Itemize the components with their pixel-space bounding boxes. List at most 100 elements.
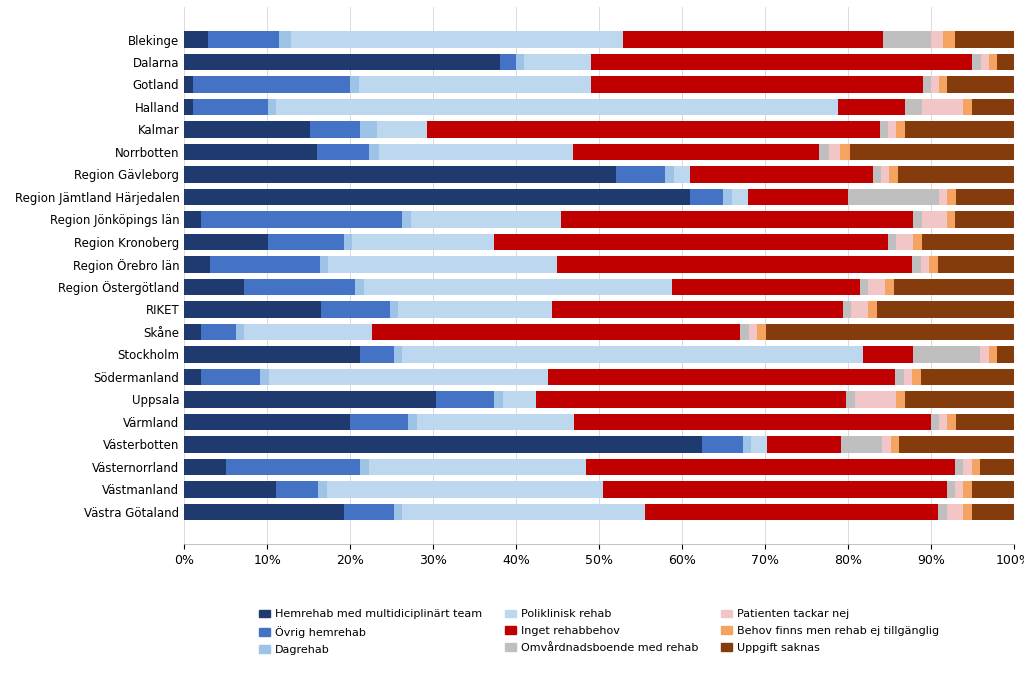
Bar — [973, 54, 981, 70]
Bar — [886, 279, 894, 295]
Bar — [905, 392, 1014, 408]
Bar — [394, 504, 402, 520]
Bar — [947, 504, 964, 520]
Bar — [997, 54, 1014, 70]
Bar — [838, 99, 905, 115]
Bar — [964, 504, 972, 520]
Bar — [868, 279, 886, 295]
Bar — [880, 121, 888, 138]
Bar — [884, 31, 931, 47]
Bar — [427, 121, 880, 138]
Bar — [672, 279, 860, 295]
Bar — [896, 234, 913, 250]
Bar — [846, 392, 855, 408]
Bar — [947, 189, 955, 205]
Bar — [184, 324, 202, 340]
Bar — [921, 369, 1014, 385]
Bar — [888, 121, 896, 138]
Bar — [947, 414, 955, 430]
Bar — [923, 76, 931, 93]
Bar — [184, 482, 276, 498]
Bar — [548, 369, 895, 385]
Bar — [184, 211, 201, 228]
Bar — [516, 54, 524, 70]
Bar — [184, 504, 343, 520]
Bar — [591, 76, 923, 93]
Bar — [929, 256, 938, 272]
Bar — [701, 436, 742, 452]
Bar — [184, 369, 202, 385]
Bar — [379, 144, 573, 160]
Bar — [666, 166, 674, 183]
Bar — [184, 302, 322, 318]
Bar — [931, 76, 939, 93]
Bar — [193, 76, 350, 93]
Bar — [244, 324, 373, 340]
Bar — [922, 211, 947, 228]
Bar — [184, 31, 208, 47]
Bar — [184, 436, 701, 452]
Bar — [954, 31, 1014, 47]
Bar — [184, 346, 360, 362]
Bar — [193, 99, 268, 115]
Bar — [988, 346, 997, 362]
Bar — [226, 459, 360, 475]
Bar — [939, 76, 947, 93]
Bar — [912, 369, 921, 385]
Bar — [402, 504, 645, 520]
Bar — [955, 189, 1014, 205]
Bar — [435, 392, 495, 408]
Bar — [888, 234, 896, 250]
Bar — [964, 459, 972, 475]
Bar — [757, 324, 766, 340]
Bar — [947, 482, 955, 498]
Bar — [749, 324, 757, 340]
Bar — [972, 99, 1014, 115]
Bar — [269, 369, 548, 385]
Bar — [912, 256, 921, 272]
Bar — [317, 144, 369, 160]
Bar — [402, 346, 863, 362]
Bar — [184, 54, 500, 70]
Bar — [552, 302, 843, 318]
Bar — [360, 121, 377, 138]
Bar — [877, 302, 1014, 318]
Bar — [905, 99, 922, 115]
Bar — [343, 504, 394, 520]
Bar — [208, 31, 280, 47]
Bar — [411, 211, 561, 228]
Bar — [860, 279, 868, 295]
Bar — [943, 31, 954, 47]
Bar — [889, 166, 898, 183]
Bar — [981, 54, 989, 70]
Bar — [939, 414, 947, 430]
Bar — [244, 279, 355, 295]
Bar — [848, 189, 939, 205]
Bar — [398, 302, 552, 318]
Bar — [561, 211, 913, 228]
Bar — [503, 392, 537, 408]
Bar — [767, 436, 842, 452]
Bar — [980, 459, 1014, 475]
Bar — [896, 121, 905, 138]
Bar — [184, 144, 317, 160]
Bar — [201, 211, 402, 228]
Bar — [369, 144, 379, 160]
Bar — [939, 189, 947, 205]
Bar — [369, 459, 587, 475]
Bar — [202, 324, 236, 340]
Bar — [955, 211, 1014, 228]
Bar — [947, 211, 955, 228]
Legend: Hemrehab med multidiciplinärt team, Övrig hemrehab, Dagrehab, Poliklinisk rehab,: Hemrehab med multidiciplinärt team, Övri… — [253, 604, 945, 660]
Bar — [591, 54, 973, 70]
Bar — [645, 504, 938, 520]
Bar — [913, 211, 922, 228]
Bar — [842, 436, 883, 452]
Bar — [377, 121, 427, 138]
Bar — [972, 504, 1014, 520]
Bar — [690, 189, 724, 205]
Bar — [310, 121, 360, 138]
Bar — [972, 482, 1014, 498]
Bar — [500, 54, 516, 70]
Bar — [184, 99, 193, 115]
